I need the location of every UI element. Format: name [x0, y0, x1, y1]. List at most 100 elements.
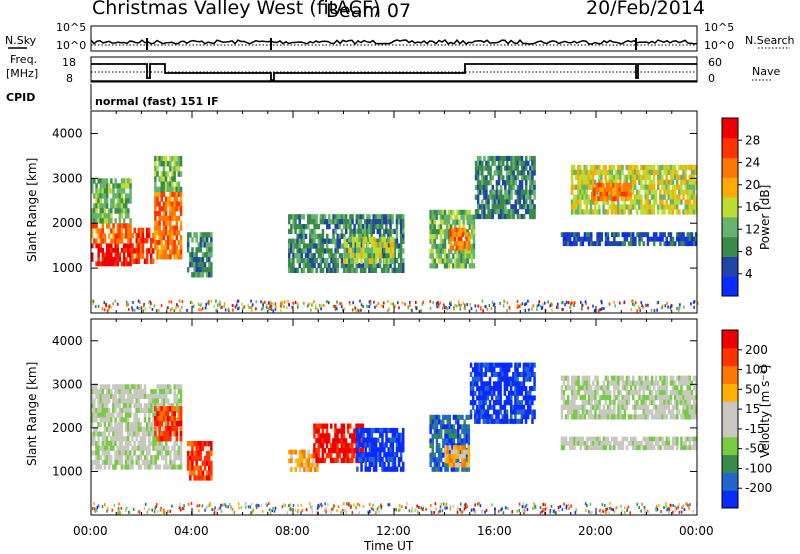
power-region-0	[91, 243, 132, 267]
nsky-label: N.Sky	[5, 34, 37, 47]
vel-region-10	[560, 436, 698, 451]
cb-power-tick-label: 8	[745, 245, 753, 259]
velocity-colorbar: Velocity [m s⁻¹] 200 100 50 15 -15 -50 -100 -20…	[721, 329, 772, 509]
power-region-14	[560, 232, 698, 247]
nsearch-label: N.Search	[745, 34, 795, 47]
power-ytick-label: 2000	[52, 216, 83, 230]
cb-vel-swatch	[722, 490, 738, 509]
cb-power-swatch	[722, 118, 738, 139]
noise-sky-line	[90, 38, 698, 46]
date-label: 20/Feb/2014	[586, 0, 705, 19]
cb-vel-swatch	[722, 454, 738, 473]
cb-vel-swatch	[722, 401, 738, 420]
vel-region-5	[356, 427, 405, 472]
velocity-colorbar-label: Velocity [m s⁻¹]	[758, 365, 772, 458]
velocity-xticks: 00:00 04:00 08:00 12:00 16:00 20:00 00:00	[73, 319, 714, 538]
cb-power-swatch	[722, 197, 738, 218]
vel-region-7	[444, 445, 471, 468]
cb-power-swatch	[722, 157, 738, 178]
freq-label: Freq.	[10, 53, 37, 66]
power-noise-band	[91, 299, 699, 313]
vel-region-3	[288, 449, 319, 472]
mode-label: normal (fast) 151 IF	[95, 95, 219, 108]
cb-power-tick-label: 4	[745, 267, 753, 281]
freq-line	[91, 63, 697, 81]
vel-region-4	[313, 423, 365, 464]
xtick-label: 00:00	[679, 524, 714, 538]
power-region-6	[186, 232, 213, 278]
vel-region-1	[154, 406, 183, 442]
cb-power-swatch	[722, 137, 738, 159]
power-panel: Slant Range [km] 1000 2000 3000 4000	[25, 110, 699, 314]
cb-vel-tick-label: -200	[745, 481, 772, 495]
xtick-label: 16:00	[477, 524, 512, 538]
freq-tick-bottom: 8	[66, 72, 73, 85]
power-region-2	[91, 178, 132, 224]
vel-region-8	[469, 362, 536, 424]
cb-power-tick-label: 16	[745, 200, 760, 214]
power-region-13	[591, 182, 632, 202]
noise-strip: N.Sky 10^5 10^0 10^5 10^0 N.Search	[5, 21, 795, 52]
vel-ytick-label: 1000	[52, 464, 83, 478]
noise-tick-top-right: 10^5	[704, 21, 734, 34]
vel-region-9	[560, 375, 698, 420]
power-region-8	[343, 236, 395, 264]
cb-vel-swatch	[722, 419, 738, 438]
xtick-label: 20:00	[578, 524, 613, 538]
cb-power-tick-label: 24	[745, 156, 760, 170]
velocity-yticks: 1000 2000 3000 4000	[52, 334, 697, 478]
power-region-10	[449, 227, 471, 251]
power-region-11	[474, 155, 536, 220]
power-ylabel: Slant Range [km]	[25, 158, 39, 262]
cb-vel-tick-label: 50	[745, 382, 760, 396]
power-data-regions	[91, 155, 698, 278]
cb-power-tick-label: 20	[745, 178, 760, 192]
noise-tick-top-left: 10^5	[56, 21, 86, 34]
cb-vel-swatch	[722, 330, 738, 349]
freq-unit-label: [MHz]	[6, 67, 38, 80]
power-ytick-label: 1000	[52, 261, 83, 275]
xtick-label: 08:00	[275, 524, 310, 538]
xtick-label: 12:00	[376, 524, 411, 538]
vel-region-2	[186, 441, 213, 481]
cb-vel-tick-label: -15	[745, 422, 765, 436]
power-colorbar: Power [dB] 28 24 20 16 12 8 4	[721, 117, 772, 297]
cb-power-tick-label: 28	[745, 133, 760, 147]
power-yticks: 1000 2000 3000 4000	[52, 126, 697, 275]
nave-tick-bottom: 0	[708, 72, 715, 85]
time-xlabel: Time UT	[363, 539, 414, 553]
noise-tick-bottom-right: 10^0	[704, 39, 734, 52]
freq-strip: Freq. [MHz] 18 8 60 0 Nave CPID normal (…	[6, 53, 780, 110]
power-region-1	[91, 223, 132, 244]
cb-vel-swatch	[722, 365, 738, 384]
vel-ytick-label: 2000	[52, 421, 83, 435]
cb-power-swatch	[722, 236, 738, 257]
cb-power-swatch	[722, 177, 738, 198]
power-region-5	[154, 155, 183, 193]
cb-vel-tick-label: 100	[745, 363, 768, 377]
cb-vel-tick-label: -50	[745, 442, 765, 456]
cb-vel-swatch	[722, 436, 738, 456]
vel-ytick-label: 3000	[52, 377, 83, 391]
velocity-data-regions	[91, 362, 698, 481]
power-xtick-marks	[90, 111, 698, 313]
power-colorbar-label: Power [dB]	[758, 185, 772, 250]
nave-tick-top: 60	[708, 56, 722, 69]
power-region-12	[570, 164, 698, 215]
nave-label: Nave	[752, 65, 780, 78]
cb-power-swatch	[722, 276, 738, 297]
power-region-3	[131, 227, 155, 264]
radar-title: Christmas Valley West (fitACF)	[92, 0, 380, 19]
power-region-4	[154, 191, 183, 260]
vel-ytick-label: 4000	[52, 334, 83, 348]
power-region-7	[288, 214, 405, 273]
xtick-label: 04:00	[174, 524, 209, 538]
velocity-ylabel: Slant Range [km]	[25, 362, 39, 466]
power-ytick-label: 4000	[52, 126, 83, 140]
cb-vel-tick-label: -100	[745, 461, 772, 475]
beam-label: Beam 07	[326, 0, 411, 22]
cb-power-tick-label: 12	[745, 222, 760, 236]
xtick-label: 00:00	[73, 524, 108, 538]
